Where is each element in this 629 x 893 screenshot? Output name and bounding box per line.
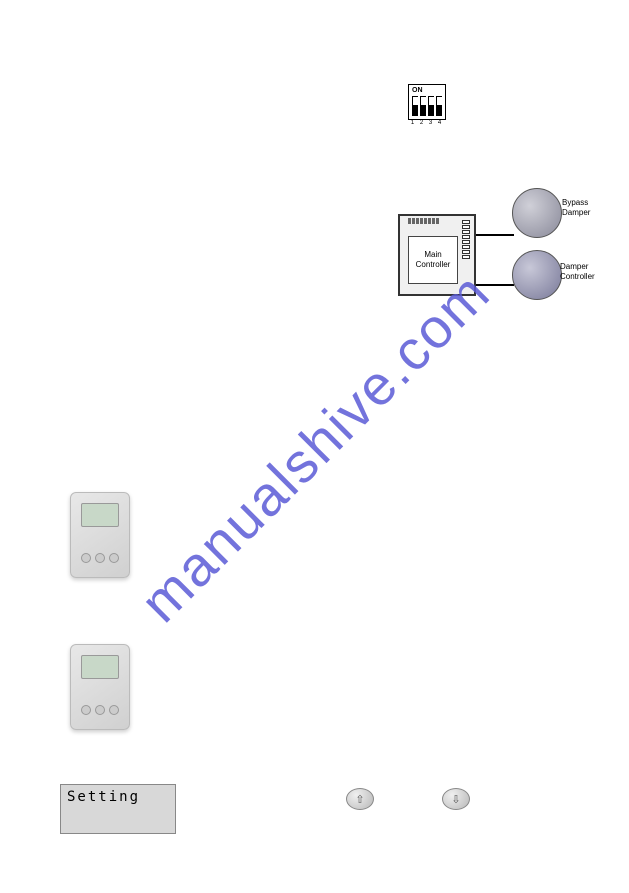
header-pin	[412, 218, 415, 224]
thermostat-btn	[95, 553, 105, 563]
setting-display: Setting	[60, 784, 176, 834]
wire-to-damper	[476, 284, 514, 286]
dip-numbers-row: 1 2 3 4	[408, 120, 446, 126]
header-pin	[428, 218, 431, 224]
circuit-diagram: MainController BypassDamper DamperContro…	[398, 196, 588, 316]
header-pin	[432, 218, 435, 224]
arrow-down-icon: ⇩	[442, 788, 470, 810]
arrow-up-icon: ⇧	[346, 788, 374, 810]
header-pin	[436, 218, 439, 224]
header-pin	[408, 218, 411, 224]
terminal	[462, 230, 470, 234]
dip-switches-row	[411, 95, 443, 117]
dip-switch-diagram: ON 1 2 3 4	[408, 84, 446, 126]
thermostat-screen	[81, 655, 119, 679]
damper-controller-icon	[512, 250, 562, 300]
header-pin	[416, 218, 419, 224]
thermostat-image-1	[70, 492, 130, 578]
terminal	[462, 245, 470, 249]
dip-slot-3	[428, 96, 434, 116]
dip-num-1: 1	[409, 120, 416, 126]
thermostat-buttons	[79, 553, 121, 563]
dip-slot-2	[420, 96, 426, 116]
terminal	[462, 220, 470, 224]
thermostat-btn	[95, 705, 105, 715]
thermostat-image-2	[70, 644, 130, 730]
header-pin	[424, 218, 427, 224]
thermostat-btn	[109, 553, 119, 563]
terminal	[462, 255, 470, 259]
thermostat-btn	[109, 705, 119, 715]
header-pin	[420, 218, 423, 224]
dip-num-4: 4	[436, 120, 443, 126]
dip-num-2: 2	[418, 120, 425, 126]
terminal	[462, 225, 470, 229]
main-controller-box: MainController	[398, 214, 476, 296]
header-strip	[408, 218, 458, 226]
dip-frame: ON	[408, 84, 446, 120]
dip-num-3: 3	[427, 120, 434, 126]
dip-toggle-4	[437, 97, 442, 105]
thermostat-buttons	[79, 705, 121, 715]
wire-to-bypass	[476, 234, 514, 236]
terminal-block	[462, 220, 472, 292]
dip-slot-1	[412, 96, 418, 116]
terminal	[462, 250, 470, 254]
main-controller-label: MainController	[408, 236, 458, 284]
dip-toggle-3	[429, 97, 434, 105]
dip-slot-4	[436, 96, 442, 116]
bypass-damper-label: BypassDamper	[562, 198, 598, 218]
thermostat-screen	[81, 503, 119, 527]
terminal	[462, 235, 470, 239]
damper-controller-label: DamperController	[560, 262, 604, 282]
dip-toggle-1	[413, 97, 418, 105]
dip-on-label: ON	[411, 87, 443, 95]
bypass-damper-icon	[512, 188, 562, 238]
thermostat-btn	[81, 553, 91, 563]
dip-toggle-2	[421, 97, 426, 105]
terminal	[462, 240, 470, 244]
thermostat-btn	[81, 705, 91, 715]
